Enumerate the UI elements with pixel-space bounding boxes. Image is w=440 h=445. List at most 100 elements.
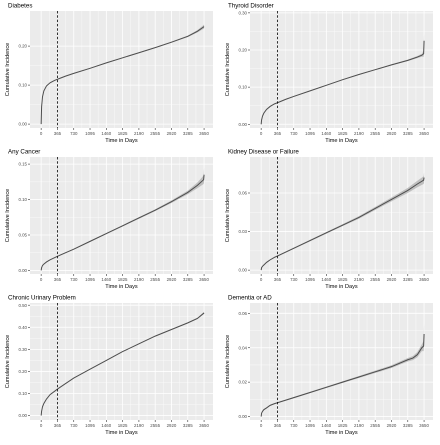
incidence-line <box>260 177 425 271</box>
y-axis-label: Cumulative Incidence <box>225 189 231 242</box>
y-axis-label: Cumulative Incidence <box>225 43 231 96</box>
y-tick-label: 0.10 <box>18 197 27 202</box>
x-tick-label: 3285 <box>403 131 413 136</box>
y-tick-label: 0.00 <box>18 122 27 127</box>
x-tick-label: 730 <box>70 131 78 136</box>
x-tick-label: 730 <box>70 423 78 428</box>
x-tick-label: 0 <box>260 423 263 428</box>
x-tick-label: 2190 <box>354 277 364 282</box>
x-tick-label: 2555 <box>150 277 160 282</box>
x-tick-label: 3650 <box>419 131 429 136</box>
chart-title: Any Cancer <box>8 149 40 156</box>
y-tick-label: 0.50 <box>18 303 27 308</box>
x-tick-label: 3285 <box>403 423 413 428</box>
x-tick-label: 1825 <box>338 423 348 428</box>
x-tick-label: 1460 <box>101 277 111 282</box>
x-tick-label: 365 <box>54 277 62 282</box>
incidence-line <box>40 26 205 125</box>
x-tick-label: 1460 <box>101 423 111 428</box>
y-tick-label: 0.20 <box>238 48 247 53</box>
plot-panel <box>30 11 213 128</box>
y-axis-label: Cumulative Incidence <box>5 43 11 96</box>
x-tick-label: 2555 <box>370 423 380 428</box>
x-tick-label: 1825 <box>118 423 128 428</box>
x-tick-label: 0 <box>260 131 263 136</box>
x-tick-label: 1825 <box>118 131 128 136</box>
x-tick-label: 2555 <box>150 131 160 136</box>
x-tick-label: 3285 <box>403 277 413 282</box>
y-tick-label: 0.30 <box>18 347 27 352</box>
x-tick-label: 2190 <box>134 423 144 428</box>
x-tick-label: 1825 <box>338 277 348 282</box>
y-tick-label: 0.06 <box>238 191 247 196</box>
chart-title: Chronic Urinary Problem <box>8 295 76 302</box>
x-axis-label: Time in Days <box>325 284 358 290</box>
chart-panel-6: Dementia or AD 0.00 0.02 0.04 0.06 0 365 730 109… <box>225 295 433 436</box>
y-tick-label: 0.00 <box>18 268 27 273</box>
chart-panel-4: Kidney Disease or Failure 0.00 0.03 0.06 0 36… <box>225 149 433 290</box>
x-tick-label: 365 <box>54 131 62 136</box>
x-tick-label: 0 <box>40 131 43 136</box>
y-axis-label: Cumulative Incidence <box>5 189 11 242</box>
x-tick-label: 0 <box>40 277 43 282</box>
x-tick-label: 2555 <box>370 131 380 136</box>
y-tick-label: 0.10 <box>18 83 27 88</box>
x-tick-label: 2555 <box>150 423 160 428</box>
x-tick-label: 1460 <box>321 131 331 136</box>
x-tick-label: 2555 <box>370 277 380 282</box>
chart-panel-1: Diabetes 0.00 0.10 0.20 0 365 730 1095 1460 1825 2… <box>5 3 213 144</box>
x-tick-label: 1095 <box>85 277 95 282</box>
chart-title: Dementia or AD <box>228 295 272 302</box>
x-tick-label: 2190 <box>134 277 144 282</box>
x-tick-label: 365 <box>274 131 282 136</box>
incidence-line <box>260 333 425 417</box>
x-tick-label: 3285 <box>183 423 193 428</box>
y-tick-label: 0.00 <box>238 268 247 273</box>
x-tick-label: 2920 <box>167 131 177 136</box>
x-axis-label: Time in Days <box>105 430 138 436</box>
x-tick-label: 2920 <box>167 423 177 428</box>
chart-panel-2: Thyroid Disorder 0.00 0.10 0.20 0.30 0 365 730 1… <box>225 3 433 144</box>
x-tick-label: 2190 <box>354 423 364 428</box>
x-tick-label: 3650 <box>199 131 209 136</box>
plot-panel <box>30 303 213 420</box>
x-axis-label: Time in Days <box>105 138 138 144</box>
x-tick-label: 2920 <box>387 423 397 428</box>
x-tick-label: 1825 <box>338 131 348 136</box>
y-axis-label: Cumulative Incidence <box>225 335 231 388</box>
x-tick-label: 365 <box>274 277 282 282</box>
x-axis-label: Time in Days <box>105 284 138 290</box>
y-tick-label: 0.20 <box>18 369 27 374</box>
y-tick-label: 0.00 <box>238 414 247 419</box>
x-tick-label: 2920 <box>167 277 177 282</box>
chart-title: Thyroid Disorder <box>228 3 274 10</box>
x-tick-label: 730 <box>290 423 298 428</box>
y-tick-label: 0.00 <box>238 122 247 127</box>
y-tick-label: 0.30 <box>238 10 247 15</box>
y-tick-label: 0.04 <box>238 345 247 350</box>
x-axis-label: Time in Days <box>325 430 358 436</box>
x-tick-label: 1460 <box>321 277 331 282</box>
y-tick-label: 0.03 <box>238 229 247 234</box>
x-tick-label: 365 <box>274 423 282 428</box>
chart-panel-5: Chronic Urinary Problem 0.00 0.10 0.20 0.30 0… <box>5 295 213 436</box>
y-tick-label: 0.06 <box>238 311 247 316</box>
x-tick-label: 1095 <box>85 131 95 136</box>
y-tick-label: 0.40 <box>18 325 27 330</box>
y-tick-label: 0.10 <box>18 391 27 396</box>
x-tick-label: 0 <box>260 277 263 282</box>
x-tick-label: 1095 <box>85 423 95 428</box>
y-axis-label: Cumulative Incidence <box>5 335 11 388</box>
x-tick-label: 3650 <box>199 423 209 428</box>
x-tick-label: 1095 <box>305 423 315 428</box>
incidence-line <box>40 174 205 271</box>
incidence-line <box>260 40 425 125</box>
x-tick-label: 2190 <box>134 131 144 136</box>
plot-panel <box>250 11 433 128</box>
x-tick-label: 1095 <box>305 131 315 136</box>
x-tick-label: 3650 <box>419 423 429 428</box>
x-tick-label: 1460 <box>101 131 111 136</box>
x-tick-label: 3285 <box>183 131 193 136</box>
